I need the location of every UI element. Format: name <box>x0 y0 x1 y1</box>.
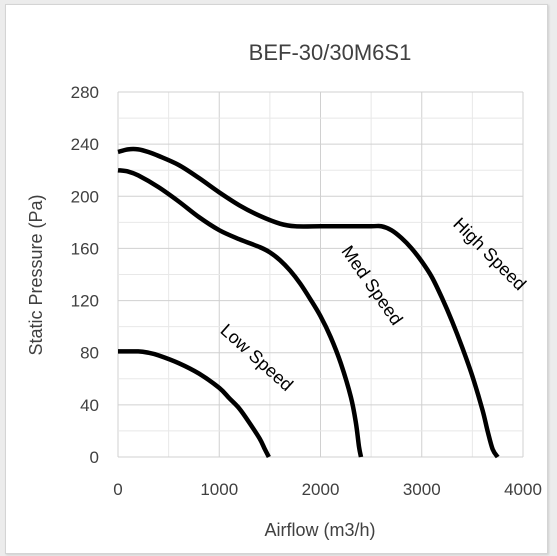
x-tick-label: 1000 <box>200 480 238 499</box>
chart: 0 1000 2000 3000 4000 0 40 80 120 160 200 240 280 H… <box>26 40 542 540</box>
y-tick-label: 200 <box>71 187 99 206</box>
chart-title: BEF-30/30M6S1 <box>249 40 412 65</box>
x-tick-label: 3000 <box>403 480 441 499</box>
y-tick-label: 0 <box>90 448 99 467</box>
y-tick-label: 120 <box>71 292 99 311</box>
high-speed-label: High Speed <box>449 214 530 295</box>
x-tick-label: 4000 <box>504 480 542 499</box>
x-tick-label: 2000 <box>302 480 340 499</box>
chart-frame: 0 1000 2000 3000 4000 0 40 80 120 160 200 240 280 H… <box>5 4 548 554</box>
y-tick-label: 160 <box>71 239 99 258</box>
med-speed-curve <box>117 167 364 458</box>
curve-labels: High Speed Med Speed Low Speed <box>217 214 530 395</box>
grid <box>117 91 524 458</box>
low-speed-label: Low Speed <box>217 320 297 395</box>
y-tick-label: 240 <box>71 135 99 154</box>
med-speed-label: Med Speed <box>337 242 406 329</box>
low-speed-curve <box>117 349 271 459</box>
y-tick-label: 280 <box>71 83 99 102</box>
y-axis-title: Static Pressure (Pa) <box>26 194 46 355</box>
curves <box>117 146 500 459</box>
x-axis-ticks: 0 1000 2000 3000 4000 <box>113 480 542 499</box>
x-tick-label: 0 <box>113 480 122 499</box>
high-speed-curve <box>117 146 500 459</box>
y-tick-label: 80 <box>80 344 99 363</box>
y-tick-label: 40 <box>80 396 99 415</box>
y-axis-ticks: 0 40 80 120 160 200 240 280 <box>71 83 99 467</box>
x-axis-title: Airflow (m3/h) <box>264 520 375 540</box>
